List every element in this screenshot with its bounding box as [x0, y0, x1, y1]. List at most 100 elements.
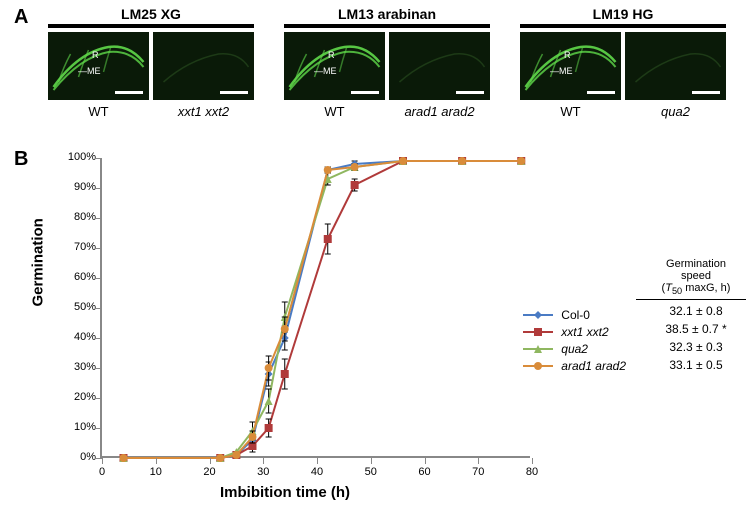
marker-circle — [281, 325, 289, 333]
x-tick-line — [371, 458, 372, 464]
table-row: 33.1 ± 0.5 — [636, 358, 746, 372]
y-tick: 80% — [56, 211, 96, 223]
legend: Col-0 xxt1 xxt2 qua2 arad1 arad2 — [523, 308, 626, 376]
series-line — [124, 161, 522, 458]
group-title: LM25 XG — [48, 6, 254, 22]
micrograph — [625, 32, 726, 100]
genotype-label: WT — [48, 104, 149, 119]
micrograph-pair: R —ME — [520, 32, 726, 100]
y-tick: 20% — [56, 391, 96, 403]
marker-circle — [458, 157, 466, 165]
legend-line — [523, 314, 553, 316]
group-bar — [520, 24, 726, 28]
y-tick-line — [96, 368, 102, 369]
legend-item: arad1 arad2 — [523, 359, 626, 373]
micrograph: R —ME — [284, 32, 385, 100]
me-label: —ME — [314, 66, 337, 76]
germination-table: Germination speed (T50 maxG, h) 32.1 ± 0… — [636, 258, 746, 376]
marker-square — [351, 181, 359, 189]
y-tick-line — [96, 218, 102, 219]
series-line — [124, 161, 522, 458]
x-tick-line — [210, 458, 211, 464]
antibody-group: LM19 HG R —ME WT qua2 — [520, 6, 726, 119]
micrograph: R—ME — [48, 32, 149, 100]
marker-circle — [517, 157, 525, 165]
x-tick: 10 — [141, 466, 171, 478]
r-label: R — [92, 50, 99, 60]
micrograph-pair: R—ME — [48, 32, 254, 100]
x-tick: 20 — [195, 466, 225, 478]
group-title: LM19 HG — [520, 6, 726, 22]
legend-line — [523, 348, 553, 350]
y-tick-line — [96, 248, 102, 249]
y-tick: 30% — [56, 361, 96, 373]
x-tick-line — [478, 458, 479, 464]
x-tick: 60 — [410, 466, 440, 478]
x-tick: 50 — [356, 466, 386, 478]
marker-circle — [351, 163, 359, 171]
table-row: 32.3 ± 0.3 — [636, 340, 746, 354]
marker-circle — [324, 166, 332, 174]
x-tick-line — [532, 458, 533, 464]
r-label: R — [564, 50, 571, 60]
marker-circle — [232, 451, 240, 459]
antibody-groups: LM25 XG R—ME WTxxt1 xxt2LM13 arabinan R—… — [48, 6, 726, 119]
genotype-labels: WT qua2 — [520, 104, 726, 119]
legend-line — [523, 365, 553, 367]
legend-item: Col-0 — [523, 308, 626, 322]
table-row: 38.5 ± 0.7 * — [636, 322, 746, 336]
legend-item: qua2 — [523, 342, 626, 356]
scale-bar — [351, 91, 379, 94]
genotype-label: xxt1 xxt2 — [153, 104, 254, 119]
y-tick: 70% — [56, 241, 96, 253]
antibody-group: LM25 XG R—ME WT xxt1 xxt2 — [48, 6, 254, 119]
legend-item: xxt1 xxt2 — [523, 325, 626, 339]
legend-label: xxt1 xxt2 — [561, 325, 608, 339]
legend-line — [523, 331, 553, 333]
me-label: —ME — [550, 66, 573, 76]
micrograph-pair: R —ME — [284, 32, 490, 100]
legend-label: arad1 arad2 — [561, 359, 626, 373]
panel-b: Germination Imbibition time (h) 0%10%20%… — [20, 148, 726, 503]
x-tick: 80 — [517, 466, 547, 478]
y-tick: 100% — [56, 151, 96, 163]
y-tick-line — [96, 308, 102, 309]
micrograph — [153, 32, 254, 100]
table-row: 32.1 ± 0.8 — [636, 304, 746, 318]
y-tick: 0% — [56, 451, 96, 463]
x-tick-line — [317, 458, 318, 464]
panel-a: LM25 XG R—ME WTxxt1 xxt2LM13 arabinan R—… — [20, 6, 726, 119]
genotype-label: arad1 arad2 — [389, 104, 490, 119]
marker-square — [281, 370, 289, 378]
genotype-label: WT — [284, 104, 385, 119]
x-tick-line — [102, 458, 103, 464]
y-tick-line — [96, 428, 102, 429]
marker-circle — [399, 157, 407, 165]
y-tick-line — [96, 398, 102, 399]
group-bar — [48, 24, 254, 28]
r-label: R — [328, 50, 335, 60]
legend-marker — [533, 344, 543, 354]
genotype-labels: WT xxt1 xxt2 — [48, 104, 254, 119]
chart-area: 0%10%20%30%40%50%60%70%80%90%100%0102030… — [100, 158, 530, 458]
scale-bar — [115, 91, 143, 94]
table-header-t50: (T50 maxG, h) — [662, 282, 731, 294]
y-tick: 50% — [56, 301, 96, 313]
genotype-label: qua2 — [625, 104, 726, 119]
micrograph — [389, 32, 490, 100]
marker-circle — [120, 454, 128, 462]
antibody-group: LM13 arabinan R —ME WT arad1 arad2 — [284, 6, 490, 119]
genotype-label: WT — [520, 104, 621, 119]
chart-svg — [102, 158, 530, 456]
x-tick-line — [156, 458, 157, 464]
genotype-labels: WT arad1 arad2 — [284, 104, 490, 119]
legend-marker — [533, 327, 543, 337]
y-tick: 10% — [56, 421, 96, 433]
marker-circle — [265, 364, 273, 372]
legend-marker — [533, 361, 543, 371]
x-tick-line — [425, 458, 426, 464]
table-header: Germination speed (T50 maxG, h) — [636, 258, 746, 300]
x-tick-line — [263, 458, 264, 464]
group-title: LM13 arabinan — [284, 6, 490, 22]
y-tick-line — [96, 158, 102, 159]
